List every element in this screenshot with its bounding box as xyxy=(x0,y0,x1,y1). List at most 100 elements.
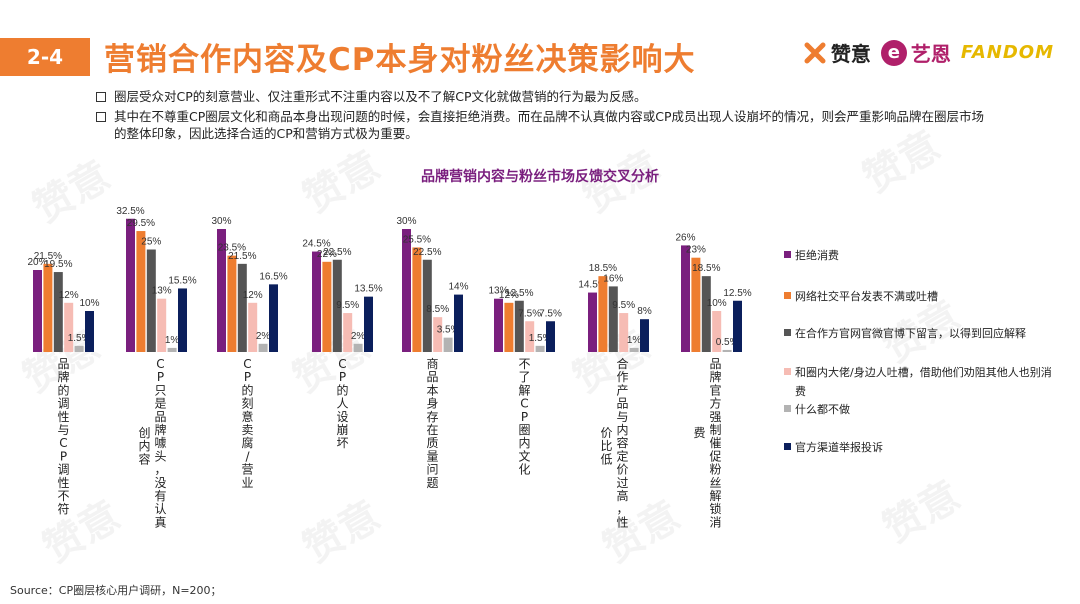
bullet-item: 其中在不尊重CP圈层文化和商品本身出现问题的时候，会直接拒绝消费。而在品牌不认真… xyxy=(96,108,996,142)
bar xyxy=(619,313,629,352)
section-number-badge: 2-4 xyxy=(0,38,90,76)
data-label: 20% xyxy=(27,257,47,268)
bar xyxy=(433,317,443,352)
category-label-char: 高 xyxy=(616,488,628,503)
category-label-char: 意 xyxy=(241,409,253,424)
bar xyxy=(525,321,535,352)
category-label-char: 腐 xyxy=(241,435,253,450)
data-label: 25% xyxy=(141,237,161,248)
bar xyxy=(701,276,711,352)
data-label: 9.5% xyxy=(612,300,635,311)
data-label: 10% xyxy=(707,298,727,309)
bar xyxy=(353,343,363,352)
category-label-char: 价 xyxy=(616,463,628,477)
data-label: 13% xyxy=(152,286,172,297)
data-label: 21.5% xyxy=(34,251,62,262)
category-label-char: P xyxy=(157,370,164,384)
category-label-char: 作 xyxy=(616,370,628,384)
zanyi-x-icon xyxy=(804,42,826,63)
logo-group: 赞意 e 艺恩 FANDOM xyxy=(803,38,1054,67)
bar xyxy=(332,259,342,352)
bar xyxy=(412,247,422,352)
data-label: 22.5% xyxy=(413,247,441,258)
category-label-char: 刻 xyxy=(241,397,253,411)
data-label: 21.5% xyxy=(228,251,256,262)
category-label-char: 调 xyxy=(57,397,69,411)
category-label-char: 内 xyxy=(616,423,628,437)
category-label-char: 不 xyxy=(57,489,69,503)
category-label-char: 调 xyxy=(57,463,69,477)
category-label-char: 卖 xyxy=(241,423,253,437)
data-label: 30% xyxy=(396,216,416,227)
data-label: 12% xyxy=(243,290,263,301)
data-label: 13.5% xyxy=(354,284,382,295)
bar xyxy=(227,255,237,352)
category-label-char: 解 xyxy=(518,383,530,397)
bar xyxy=(402,229,411,352)
bar xyxy=(217,229,226,352)
category-label-char: 催 xyxy=(709,436,721,450)
bar xyxy=(629,347,639,352)
category-label-char: 比 xyxy=(600,439,612,453)
category-label-char: 促 xyxy=(709,449,721,463)
data-label: 25.5% xyxy=(403,234,431,245)
category-label-char: 锁 xyxy=(709,501,721,516)
legend-label: 拒绝消费 xyxy=(795,248,839,262)
legend-label: 和圈内大佬/身边人吐槽，借助他们劝阻其他人也别消 xyxy=(795,365,1052,379)
bullet-list: 圈层受众对CP的刻意营业、仅注重形式不注重内容以及不了解CP文化就做营销的行为最… xyxy=(96,88,996,145)
category-label-char: 有 xyxy=(154,489,166,503)
category-label-char: 内 xyxy=(138,439,150,453)
legend-swatch xyxy=(784,251,791,258)
category-label-char: 量 xyxy=(426,449,438,463)
category-label-char: ， xyxy=(616,502,628,516)
category-label-char: 费 xyxy=(693,426,705,440)
category-label-char: 坏 xyxy=(336,436,348,450)
category-label-char: P xyxy=(339,370,346,384)
bar xyxy=(167,347,177,352)
data-label: 1% xyxy=(165,335,180,346)
data-label: 2% xyxy=(351,331,366,342)
category-label-char: 品 xyxy=(154,410,166,424)
bar xyxy=(722,349,732,352)
category-label-char: 在 xyxy=(426,423,438,437)
data-label: 14.5% xyxy=(578,280,606,291)
category-label-char: 头 xyxy=(154,449,166,463)
bar xyxy=(608,286,618,352)
data-label: 30% xyxy=(211,216,231,227)
category-label-char: C xyxy=(338,357,346,371)
data-label: 18.5% xyxy=(589,263,617,274)
category-label-char: 创 xyxy=(138,426,150,440)
data-label: 14% xyxy=(448,282,468,293)
bar xyxy=(494,298,503,352)
bar xyxy=(343,313,353,352)
bar xyxy=(504,302,514,352)
data-label: 2% xyxy=(256,331,271,342)
data-label: 15.5% xyxy=(168,275,196,286)
category-label-char: 设 xyxy=(336,410,348,424)
zanyi-logo: 赞意 xyxy=(803,38,871,67)
bar xyxy=(146,249,156,352)
category-label-char: C xyxy=(243,357,251,371)
bar xyxy=(733,300,742,352)
category-label-char: 人 xyxy=(336,397,348,411)
category-label-char: 不 xyxy=(518,357,530,371)
category-label-char: 牌 xyxy=(154,423,166,437)
legend-label: 网络社交平台发表不满或吐槽 xyxy=(795,289,938,303)
category-label-char: 只 xyxy=(154,383,166,397)
data-label: 12% xyxy=(499,290,519,301)
chart-title: 品牌营销内容与粉丝市场反馈交叉分析 xyxy=(421,169,659,185)
legend-swatch xyxy=(784,329,791,336)
bullet-item: 圈层受众对CP的刻意营业、仅注重形式不注重内容以及不了解CP文化就做营销的行为最… xyxy=(96,88,996,105)
category-label-char: 品 xyxy=(57,357,69,371)
category-label-char: 真 xyxy=(154,515,166,529)
data-label: 7.5% xyxy=(539,308,562,319)
category-label-char: 官 xyxy=(709,382,721,397)
source-note: Source：CP圈层核心用户调研，N=200； xyxy=(10,584,222,597)
data-label: 12.5% xyxy=(505,288,533,299)
legend-label: 官方渠道举报投诉 xyxy=(795,440,883,454)
bar xyxy=(364,296,373,352)
data-label: 32.5% xyxy=(116,206,144,217)
bar xyxy=(157,298,167,352)
category-label-char: 本 xyxy=(426,383,438,397)
category-label-char: 是 xyxy=(154,397,166,411)
